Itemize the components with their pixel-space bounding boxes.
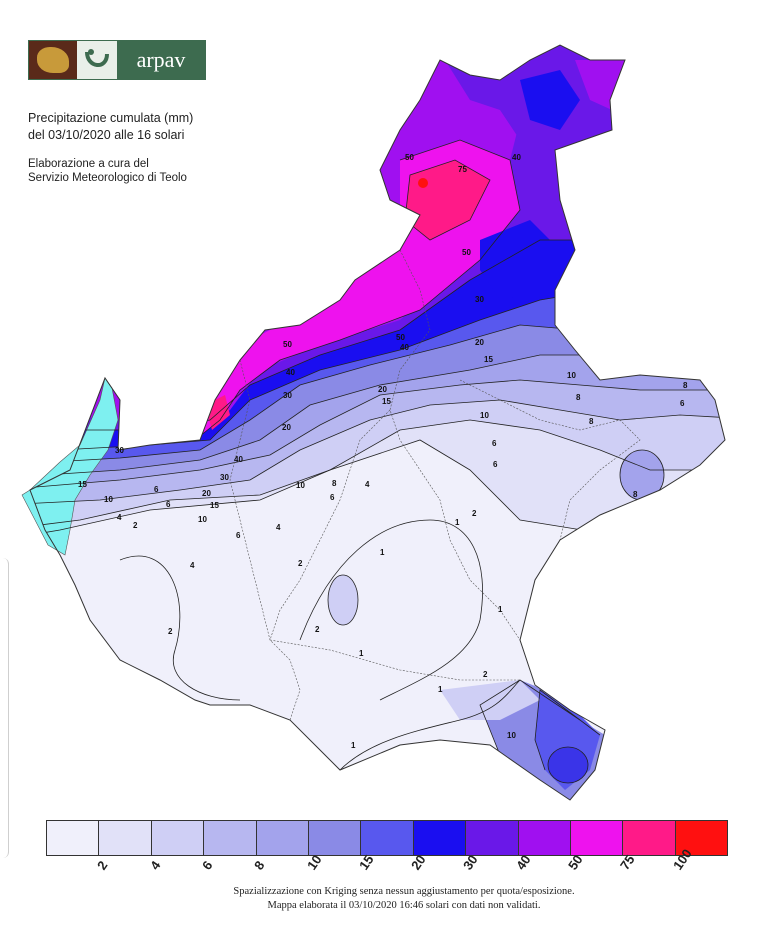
credit-note: Elaborazione a cura del Servizio Meteoro… (28, 157, 187, 185)
legend-swatch (675, 821, 728, 855)
contour-label: 15 (210, 501, 219, 510)
contour-label: 40 (512, 153, 521, 162)
contour-label: 20 (202, 489, 211, 498)
contour-label: 15 (382, 397, 391, 406)
contour-label: 1 (351, 741, 356, 750)
contour-label: 30 (220, 473, 229, 482)
contour-label: 8 (683, 381, 688, 390)
legend-swatch (47, 821, 100, 855)
legend-swatch (623, 821, 676, 855)
contour-label: 10 (567, 371, 576, 380)
contour-label: 8 (576, 393, 581, 402)
color-legend (46, 820, 728, 856)
contour-label: 6 (154, 485, 159, 494)
contour-label: 2 (133, 521, 138, 530)
contour-label: 1 (498, 605, 503, 614)
contour-label: 8 (633, 490, 638, 499)
contour-label: 75 (458, 165, 467, 174)
contour-label: 2 (472, 509, 477, 518)
contour-label: 2 (298, 559, 303, 568)
contour-label: 50 (283, 340, 292, 349)
contour-label: 15 (484, 355, 493, 364)
contour-label: 8 (589, 417, 594, 426)
contour-label: 20 (475, 338, 484, 347)
logo-text: arpav (117, 41, 205, 79)
contour-label: 2 (315, 625, 320, 634)
contour-lines (30, 139, 725, 784)
legend-swatch (466, 821, 519, 855)
map-title: Precipitazione cumulata (mm) del 03/10/2… (28, 110, 193, 144)
lion-crest-icon (29, 41, 77, 79)
legend-swatch (308, 821, 362, 855)
credit-line-1: Elaborazione a cura del (28, 158, 149, 170)
contour-label: 30 (283, 391, 292, 400)
legend-swatch (570, 821, 624, 855)
contour-label: 30 (475, 295, 484, 304)
contour-label: 1 (438, 685, 443, 694)
contour-label: 40 (286, 368, 295, 377)
contour-label: 10 (480, 411, 489, 420)
contour-label: 10 (104, 495, 113, 504)
contour-label: 6 (492, 439, 497, 448)
contour-label: 40 (400, 343, 409, 352)
contour-label: 2 (168, 627, 173, 636)
contour-label: 6 (493, 460, 498, 469)
lake-garda (21, 377, 119, 556)
contour-label: 6 (166, 500, 171, 509)
legend-swatch (518, 821, 571, 855)
legend-swatch (256, 821, 309, 855)
contour-label: 1 (380, 548, 385, 557)
viewer-edge (0, 558, 9, 858)
contour-label: 15 (78, 480, 87, 489)
contour-label: 4 (365, 480, 370, 489)
contour-label: 8 (332, 479, 337, 488)
arpav-mark-icon (77, 41, 117, 79)
contour-label: 20 (378, 385, 387, 394)
legend-swatch (99, 821, 152, 855)
title-line-2: del 03/10/2020 alle 16 solari (28, 128, 185, 142)
contour-label: 50 (405, 153, 414, 162)
contour-label: 4 (276, 523, 281, 532)
footer-elaboration-note: Mappa elaborata il 03/10/2020 16:46 sola… (267, 900, 541, 911)
contour-label: 1 (359, 649, 364, 658)
legend-swatch (413, 821, 467, 855)
contour-label: 30 (115, 446, 124, 455)
footer-method-note: Spazializzazione con Kriging senza nessu… (233, 886, 575, 897)
contour-label: 50 (396, 333, 405, 342)
contour-label: 2 (483, 670, 488, 679)
contour-label: 4 (190, 561, 195, 570)
contour-label: 6 (330, 493, 335, 502)
contour-value-labels: 75 50 50 50 50 40 40 40 40 30 30 30 30 2… (78, 153, 688, 750)
contour-label: 20 (282, 423, 291, 432)
contour-label: 40 (234, 455, 243, 464)
contour-label: 4 (117, 513, 122, 522)
contour-label: 6 (236, 531, 241, 540)
contour-label: 10 (507, 731, 516, 740)
legend-swatch (204, 821, 257, 855)
legend-swatch (151, 821, 205, 855)
credit-line-2: Servizio Meteorologico di Teolo (28, 172, 187, 184)
arpav-logo: arpav (28, 40, 206, 80)
contour-label: 1 (455, 518, 460, 527)
contour-label: 10 (198, 515, 207, 524)
legend-swatch (361, 821, 414, 855)
contour-label: 6 (680, 399, 685, 408)
contour-label: 50 (462, 248, 471, 257)
title-line-1: Precipitazione cumulata (mm) (28, 111, 194, 125)
region-border (29, 44, 726, 801)
province-borders (229, 249, 641, 721)
contour-label: 10 (296, 481, 305, 490)
